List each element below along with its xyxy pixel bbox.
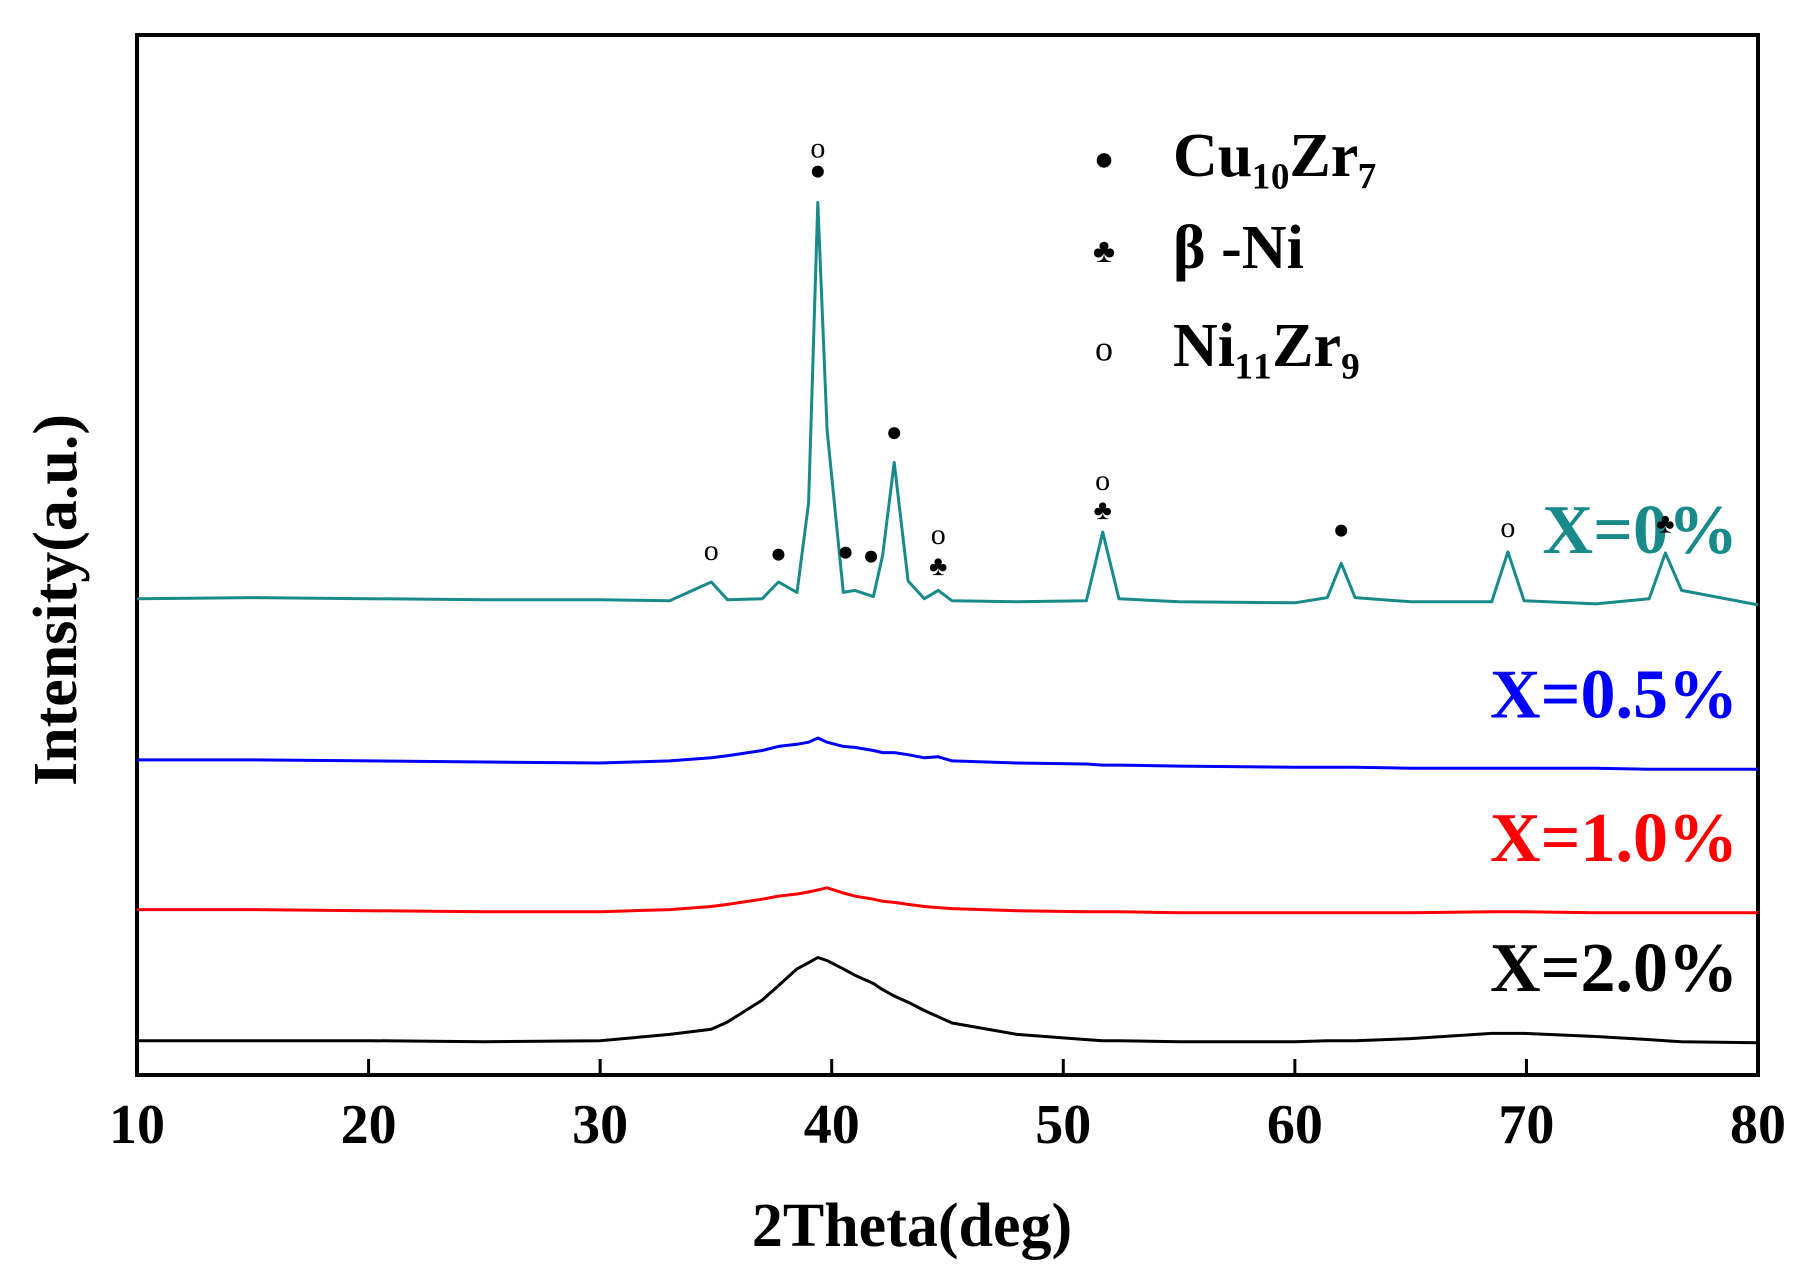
x-axis-title: 2Theta(deg)	[752, 1192, 1072, 1260]
plot-frame	[135, 33, 1760, 1077]
peak-marker: ●	[886, 417, 903, 448]
series-line	[137, 956, 1759, 1045]
peak-marker: ♣	[1093, 495, 1111, 526]
legend-label: β -Ni	[1173, 214, 1304, 282]
peak-marker: ●	[837, 536, 854, 567]
peak-marker: o	[931, 518, 946, 551]
peak-marker: o	[1500, 511, 1515, 544]
peak-marker: ●	[809, 156, 826, 187]
series-label: X=1.0%	[1490, 800, 1738, 877]
x-tick-label: 30	[572, 1094, 628, 1156]
x-tick-label: 60	[1267, 1094, 1323, 1156]
y-axis-title: Intensity(a.u.)	[22, 414, 90, 786]
series-label: X=2.0%	[1490, 930, 1738, 1007]
series-label: X=0.5%	[1490, 656, 1738, 733]
legend-symbol: ●	[1094, 141, 1115, 178]
peak-marker: ♣	[929, 551, 947, 582]
legend-label: Cu₁₀Zr₇	[1173, 122, 1377, 190]
peak-marker: ●	[770, 538, 787, 569]
series-label: X=0%	[1543, 492, 1738, 569]
x-tick-label: 80	[1730, 1094, 1786, 1156]
peak-marker: ●	[863, 541, 880, 572]
x-tick-label: 40	[804, 1094, 860, 1156]
series-line	[136, 200, 1759, 607]
series-line	[137, 736, 1758, 771]
peak-marker: o	[1095, 464, 1110, 497]
peak-marker: ●	[1333, 515, 1350, 546]
x-tick-label: 50	[1035, 1094, 1091, 1156]
peak-marker: o	[810, 131, 825, 164]
legend-symbol: ♣	[1093, 233, 1115, 270]
legend-symbol: o	[1095, 328, 1113, 368]
x-tick-label: 20	[341, 1094, 397, 1156]
series-line	[137, 886, 1758, 915]
legend-label: Ni₁₁Zr₉	[1173, 312, 1360, 380]
x-tick-label: 10	[109, 1094, 165, 1156]
peak-marker: o	[704, 534, 719, 567]
x-tick-label: 70	[1498, 1094, 1554, 1156]
peak-marker: ♣	[1656, 508, 1674, 539]
